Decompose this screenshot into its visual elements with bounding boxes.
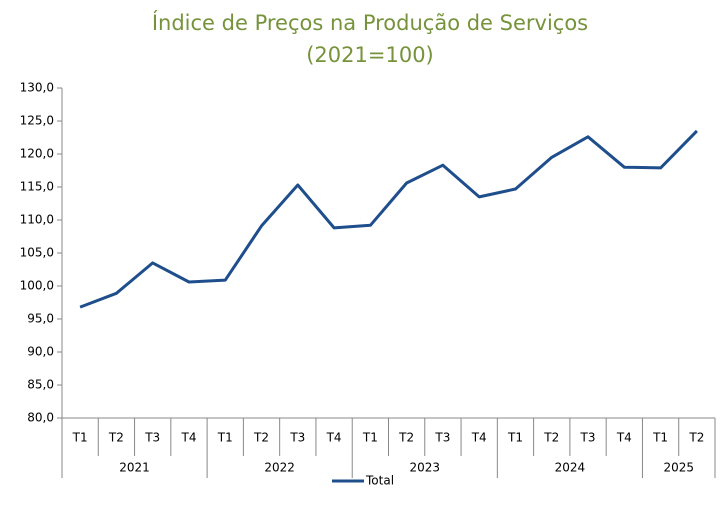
chart-title: Índice de Preços na Produção de Serviços	[152, 10, 588, 35]
y-tick-label: 120,0	[20, 147, 54, 161]
x-tick-label: T1	[217, 431, 233, 445]
x-tick-label: T4	[471, 431, 487, 445]
group-label: 2023	[410, 461, 441, 475]
legend-label: Total	[365, 474, 394, 488]
data-line	[79, 129, 698, 309]
y-tick-label: 130,0	[20, 81, 54, 95]
x-tick-label: T4	[616, 431, 632, 445]
y-tick-label: 95,0	[27, 312, 54, 326]
group-label: 2025	[663, 461, 694, 475]
x-tick-label: T3	[144, 431, 160, 445]
x-tick-label: T2	[398, 431, 414, 445]
group-label: 2022	[264, 461, 295, 475]
y-tick-label: 110,0	[20, 213, 54, 227]
x-tick-label: T3	[434, 431, 450, 445]
chart-subtitle: (2021=100)	[306, 43, 434, 67]
y-tick-label: 115,0	[20, 180, 54, 194]
y-tick-label: 80,0	[27, 411, 54, 425]
x-tick-label: T1	[507, 431, 523, 445]
y-tick-label: 125,0	[20, 114, 54, 128]
x-tick-label: T3	[580, 431, 596, 445]
y-tick-label: 105,0	[20, 246, 54, 260]
x-tick-label: T3	[289, 431, 305, 445]
x-tick-label: T4	[180, 431, 196, 445]
x-tick-label: T2	[543, 431, 559, 445]
x-tick-label: T1	[72, 431, 88, 445]
x-tick-label: T1	[652, 431, 668, 445]
x-tick-label: T2	[688, 431, 704, 445]
y-tick-label: 100,0	[20, 279, 54, 293]
x-tick-label: T2	[108, 431, 124, 445]
group-label: 2024	[555, 461, 586, 475]
x-tick-label: T1	[362, 431, 378, 445]
y-tick-label: 85,0	[27, 378, 54, 392]
y-tick-label: 90,0	[27, 345, 54, 359]
group-label: 2021	[119, 461, 150, 475]
x-tick-label: T2	[253, 431, 269, 445]
x-tick-label: T4	[326, 431, 342, 445]
